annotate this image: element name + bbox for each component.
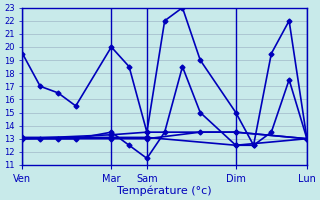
X-axis label: Température (°c): Température (°c): [117, 185, 212, 196]
